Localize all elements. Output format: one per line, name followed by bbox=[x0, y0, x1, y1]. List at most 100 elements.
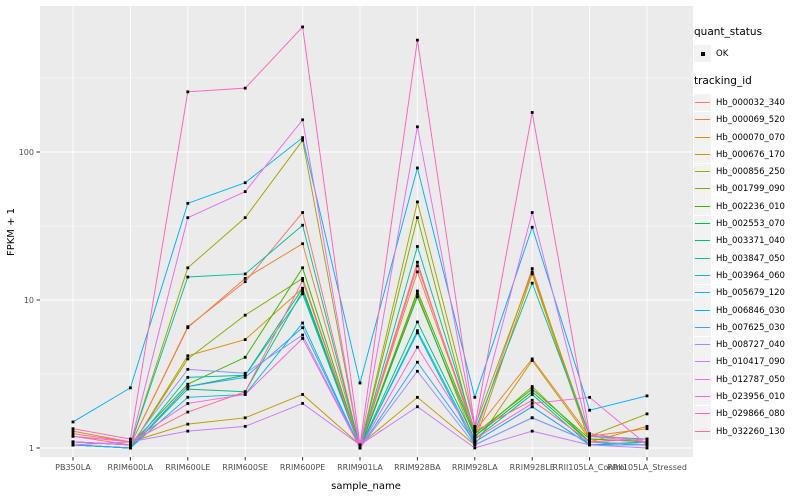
legend-item-Hb_000856_250: Hb_000856_250 bbox=[694, 163, 800, 181]
data-point bbox=[71, 420, 75, 424]
legend-item-label: Hb_023956_010 bbox=[716, 391, 785, 402]
data-point bbox=[243, 416, 247, 420]
data-point bbox=[530, 281, 534, 285]
data-point bbox=[416, 260, 419, 264]
data-point bbox=[530, 429, 534, 433]
x-tick-label: RRII105LA_Control bbox=[553, 463, 627, 472]
data-point bbox=[71, 443, 75, 447]
legend-item-Hb_032260_130: Hb_032260_130 bbox=[694, 423, 800, 441]
data-point bbox=[530, 267, 534, 270]
x-tick-label: RRIM901LA bbox=[337, 463, 383, 472]
legend-item-Hb_002553_070: Hb_002553_070 bbox=[694, 215, 800, 233]
legend-item-Hb_000069_520: Hb_000069_520 bbox=[694, 111, 800, 129]
data-point bbox=[301, 321, 304, 325]
data-point bbox=[473, 446, 477, 450]
data-point bbox=[186, 266, 190, 270]
data-point bbox=[473, 440, 477, 444]
legend-item-Hb_003371_040: Hb_003371_040 bbox=[694, 232, 800, 250]
data-point bbox=[416, 360, 419, 364]
legend-item-Hb_000070_070: Hb_000070_070 bbox=[694, 129, 800, 147]
data-point bbox=[243, 355, 247, 359]
legend-item-label: Hb_029866_080 bbox=[716, 409, 785, 420]
line-key-icon bbox=[694, 146, 711, 164]
legend-section-quant-status: quant_status OK bbox=[694, 26, 800, 63]
legend-item-label: Hb_003371_040 bbox=[716, 236, 785, 247]
data-point bbox=[301, 289, 304, 293]
data-point bbox=[186, 90, 190, 94]
data-point bbox=[186, 422, 190, 426]
data-point bbox=[243, 272, 247, 276]
data-point bbox=[416, 369, 419, 373]
legend-item-label: Hb_002236_010 bbox=[716, 201, 785, 212]
data-point bbox=[645, 394, 649, 398]
data-point bbox=[588, 437, 591, 441]
legend-item-Hb_003964_060: Hb_003964_060 bbox=[694, 267, 800, 285]
x-tick-label: RRIM928BA bbox=[394, 463, 441, 472]
data-point bbox=[243, 276, 247, 280]
data-point bbox=[71, 440, 75, 444]
data-point bbox=[530, 398, 534, 402]
data-point bbox=[530, 270, 534, 274]
x-axis-title: sample_name bbox=[331, 481, 401, 492]
legend-item-label: Hb_032260_130 bbox=[716, 426, 785, 437]
data-point bbox=[129, 440, 132, 444]
data-point bbox=[645, 412, 649, 416]
legend-item-label: OK bbox=[716, 48, 729, 59]
data-point bbox=[186, 375, 190, 379]
data-point bbox=[530, 402, 534, 405]
x-tick-label: RRIM600SE bbox=[222, 463, 268, 472]
data-point bbox=[186, 395, 190, 399]
data-point bbox=[588, 408, 591, 412]
legend-item-label: Hb_007625_030 bbox=[716, 322, 785, 333]
data-point bbox=[186, 387, 190, 391]
line-key-icon bbox=[694, 388, 711, 406]
legend-item-Hb_005679_120: Hb_005679_120 bbox=[694, 284, 800, 302]
data-point bbox=[416, 289, 419, 293]
legend-item-label: Hb_002553_070 bbox=[716, 219, 785, 230]
data-point bbox=[301, 292, 304, 296]
data-point bbox=[416, 345, 419, 349]
line-key-icon bbox=[694, 267, 711, 285]
data-point bbox=[416, 125, 419, 129]
legend-item-label: Hb_003847_050 bbox=[716, 253, 785, 264]
data-point bbox=[186, 354, 190, 358]
legend-item-label: Hb_000032_340 bbox=[716, 97, 785, 108]
data-point bbox=[416, 329, 419, 333]
legend-item-label: Hb_003964_060 bbox=[716, 270, 785, 281]
data-point bbox=[186, 402, 190, 405]
data-point bbox=[243, 216, 247, 220]
legend-item-Hb_000676_170: Hb_000676_170 bbox=[694, 146, 800, 164]
line-key-icon bbox=[694, 423, 711, 441]
data-point bbox=[530, 387, 534, 391]
legend-item-label: Hb_000069_520 bbox=[716, 115, 785, 126]
data-point bbox=[473, 437, 477, 441]
legend-item-label: Hb_000856_250 bbox=[716, 167, 785, 178]
data-point bbox=[186, 216, 190, 220]
data-point bbox=[243, 190, 247, 194]
legend-item-Hb_006846_030: Hb_006846_030 bbox=[694, 302, 800, 319]
line-key-icon bbox=[694, 215, 711, 233]
data-point bbox=[530, 385, 534, 388]
data-point bbox=[186, 385, 190, 388]
data-point bbox=[301, 242, 304, 246]
data-point bbox=[588, 395, 591, 399]
data-point bbox=[588, 443, 591, 447]
x-tick-label: RRIM600PE bbox=[280, 463, 326, 472]
legend-item-label: Hb_012787_050 bbox=[716, 374, 785, 385]
data-point bbox=[71, 432, 75, 436]
data-point bbox=[645, 440, 649, 444]
data-point bbox=[530, 225, 534, 229]
data-point bbox=[71, 429, 75, 433]
data-point bbox=[416, 216, 419, 220]
data-point bbox=[301, 393, 304, 396]
data-point bbox=[301, 337, 304, 340]
legend-item-Hb_008727_040: Hb_008727_040 bbox=[694, 336, 800, 354]
legend-item-label: Hb_005679_120 bbox=[716, 288, 785, 299]
data-point bbox=[186, 410, 190, 414]
x-tick-label: PB350LA bbox=[55, 463, 91, 472]
data-point bbox=[301, 138, 304, 142]
line-key-icon bbox=[694, 163, 711, 181]
legend-item-label: Hb_000070_070 bbox=[716, 132, 785, 143]
x-tick-label: RRII105LA_Stressed bbox=[607, 463, 687, 472]
